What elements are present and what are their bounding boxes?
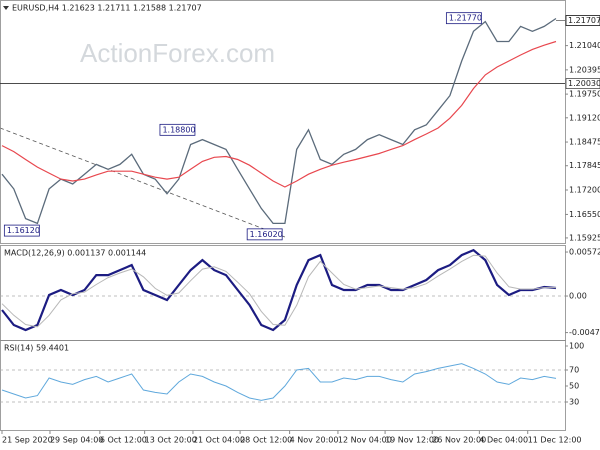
y-tick-label: 1.19750 [569, 90, 600, 99]
x-tick-label: 21 Oct 04:00 [193, 436, 245, 445]
annotation-box [159, 123, 196, 136]
panel-title: MACD(12,26,9) 0.001137 0.001144 [4, 249, 146, 258]
last-price-box [565, 15, 600, 26]
watermark: ActionForex.com [80, 38, 275, 68]
x-tick-label: 26 Nov 20:00 [432, 436, 486, 445]
y-tick-label: 30 [569, 398, 579, 407]
y-tick-label: 1.16550 [569, 210, 600, 219]
level-label-box [565, 78, 600, 89]
x-tick-label: 19 Nov 12:00 [385, 436, 439, 445]
x-tick-label: 4 Dec 04:00 [479, 436, 528, 445]
series-line [1, 248, 557, 332]
y-tick-label: 1.19120 [569, 113, 600, 122]
annotation-label: 1.21770 [449, 14, 482, 23]
y-tick-label: 100 [569, 342, 584, 351]
y-tick-label: 1.15925 [569, 233, 600, 242]
x-tick-label: 6 Oct 12:00 [100, 436, 147, 445]
annotation-box [445, 12, 482, 25]
panel-title: RSI(14) 59.4401 [4, 344, 69, 353]
annotation-box [3, 224, 40, 237]
y-tick-label: 0.00 [569, 292, 587, 301]
y-tick-label: 50 [569, 382, 579, 391]
x-tick-label: 4 Nov 20:00 [290, 436, 339, 445]
series-line [1, 363, 557, 401]
annotation-label: 1.18800 [162, 125, 195, 134]
y-tick-label: 0.005725 [569, 248, 600, 257]
x-tick-label: 28 Oct 12:00 [240, 436, 292, 445]
level-label: 1.20030 [568, 79, 600, 88]
panel-title: EURUSD,H4 1.21623 1.21711 1.21588 1.2170… [12, 4, 202, 13]
panel-frame [0, 245, 566, 341]
y-tick-label: 1.21040 [569, 41, 600, 50]
y-tick-label: 70 [569, 366, 579, 375]
annotation-label: 1.16020 [250, 230, 283, 239]
x-tick-label: 21 Sep 2020 [2, 436, 53, 445]
y-tick-label: 1.17845 [569, 161, 600, 170]
x-tick-label: 29 Sep 04:00 [50, 436, 103, 445]
x-tick-label: 13 Oct 20:00 [145, 436, 197, 445]
y-tick-label: 1.20395 [569, 65, 600, 74]
y-tick-label: 1.17200 [569, 185, 600, 194]
menu-triangle [3, 6, 9, 10]
x-tick-label: 12 Nov 04:00 [338, 436, 392, 445]
y-tick-label: 1.18475 [569, 138, 600, 147]
annotation-label: 1.16120 [7, 226, 40, 235]
x-tick-label: 11 Dec 12:00 [528, 436, 582, 445]
y-tick-label: -0.004755 [569, 328, 600, 337]
annotation-box [246, 228, 283, 241]
series-line [1, 254, 556, 328]
panel-frame [0, 0, 566, 244]
series-line [1, 17, 557, 225]
panel-frame [0, 340, 566, 431]
series-line [1, 40, 557, 188]
last-price-label: 1.21707 [568, 16, 600, 25]
trend-line [0, 127, 286, 238]
